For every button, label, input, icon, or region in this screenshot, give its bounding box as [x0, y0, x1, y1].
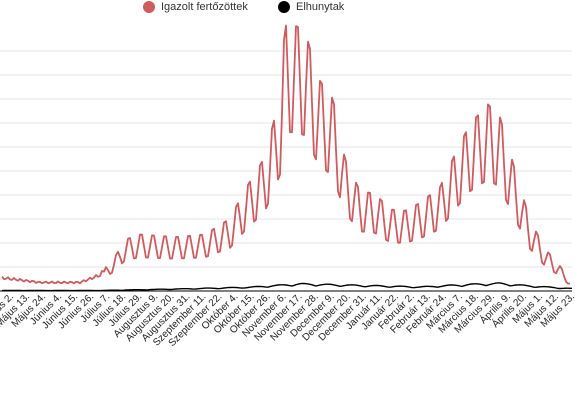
series-line-confirmed: [1, 24, 570, 285]
legend-item-confirmed[interactable]: Igazolt fertőzöttek: [143, 1, 248, 13]
legend-marker-confirmed: [143, 1, 155, 13]
legend-item-deaths[interactable]: Elhunytak: [278, 1, 344, 13]
series-line-deaths: [1, 282, 572, 292]
chart-legend: Igazolt fertőzöttek Elhunytak: [0, 0, 575, 22]
x-axis-tick-labels: Május 2.Május 13.Május 24.Június 4.Júniu…: [0, 290, 575, 349]
series-confirmed-group: [1, 24, 570, 285]
legend-label-deaths: Elhunytak: [296, 1, 345, 13]
legend-label-confirmed: Igazolt fertőzöttek: [161, 1, 248, 13]
legend-marker-deaths: [278, 1, 290, 13]
gridlines: [0, 50, 572, 268]
series-deaths-group: [1, 282, 572, 292]
